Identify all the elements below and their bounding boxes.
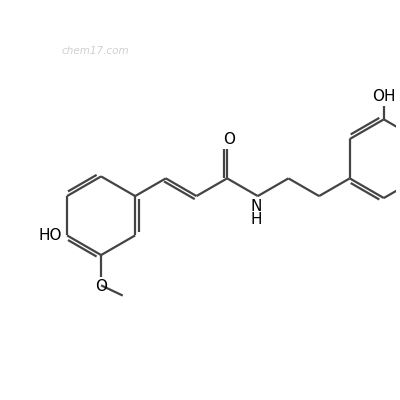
- Text: HO: HO: [39, 228, 62, 243]
- Text: N: N: [250, 199, 262, 214]
- Text: O: O: [223, 132, 235, 147]
- Text: OH: OH: [372, 89, 396, 104]
- Text: H: H: [250, 212, 262, 227]
- Text: chem17.com: chem17.com: [62, 46, 129, 56]
- Text: O: O: [95, 279, 107, 294]
